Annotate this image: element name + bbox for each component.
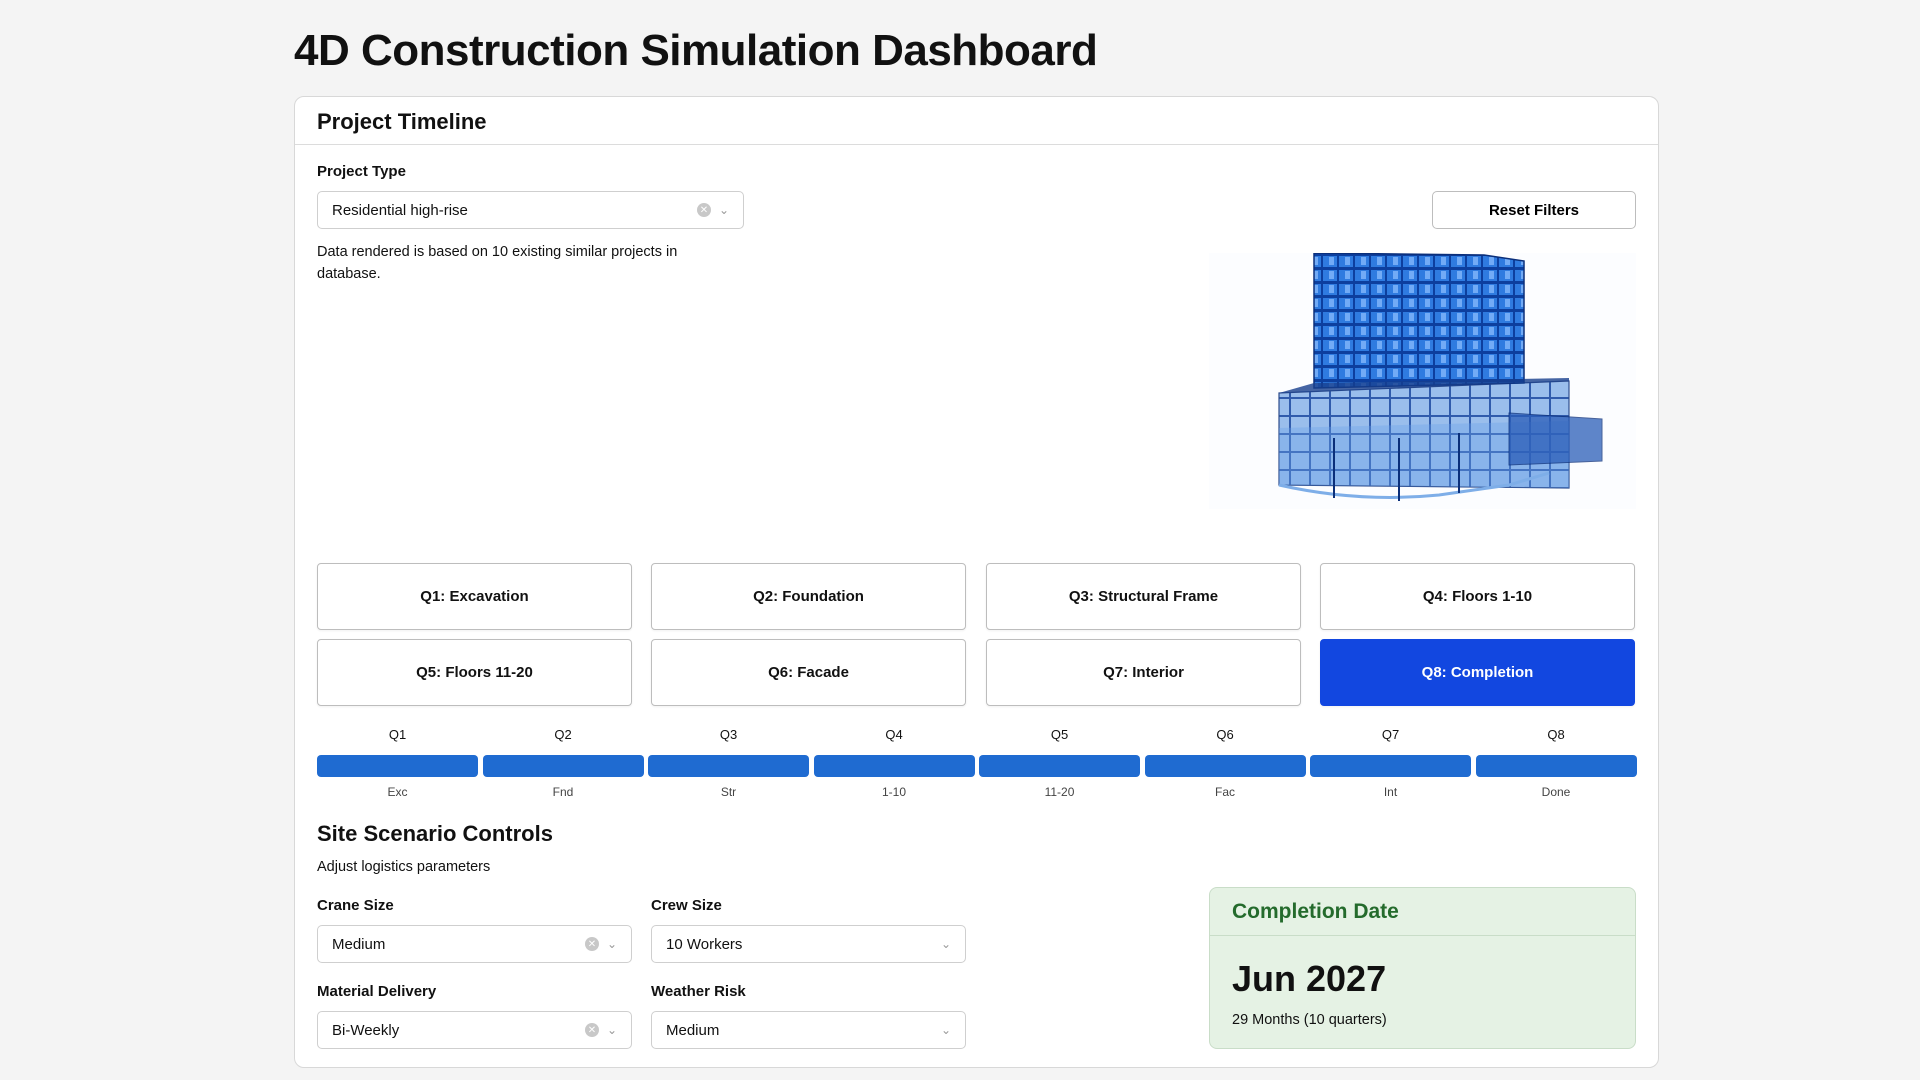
data-note: Data rendered is based on 10 existing si… — [317, 244, 678, 282]
quarter-bar[interactable] — [1144, 755, 1306, 777]
crane-size-value: Medium — [332, 935, 386, 953]
phase-button-q2[interactable]: Q2: Foundation — [651, 563, 966, 630]
weather-risk-value: Medium — [666, 1021, 720, 1039]
quarter-sublabel: 11-20 — [1044, 785, 1075, 799]
card-header: Project Timeline — [295, 97, 1658, 145]
chevron-down-icon[interactable]: ⌄ — [606, 937, 617, 951]
completion-duration: 29 Months (10 quarters) — [1232, 1012, 1387, 1028]
quarter-label: Q4 — [885, 727, 903, 742]
completion-header: Completion Date — [1210, 888, 1635, 936]
chevron-down-icon[interactable]: ⌄ — [940, 1023, 951, 1037]
quarter-label: Q3 — [719, 727, 738, 742]
quarter-bar[interactable] — [1310, 755, 1471, 777]
quarter-sublabel: 1-10 — [881, 785, 907, 799]
quarter-bar[interactable] — [482, 755, 644, 777]
quarter-sublabel: Fac — [1214, 785, 1235, 799]
phase-button-q5[interactable]: Q5: Floors 11-20 — [317, 639, 632, 706]
chevron-down-icon[interactable]: ⌄ — [606, 1023, 617, 1037]
phase-button-q8[interactable]: Q8: Completion — [1320, 639, 1635, 706]
project-type-select[interactable]: Residential high-rise ✕ ⌄ — [317, 191, 744, 229]
crew-size-label: Crew Size — [651, 897, 722, 914]
completion-card: Completion Date Jun 2027 29 Months (10 q… — [1209, 887, 1636, 1049]
quarter-bar[interactable] — [648, 755, 809, 777]
quarter-bar[interactable] — [813, 755, 975, 777]
quarter-label: Q8 — [1547, 727, 1565, 742]
phase-button-q1[interactable]: Q1: Excavation — [317, 563, 632, 630]
project-type-value: Residential high-rise — [332, 201, 468, 219]
clear-icon[interactable]: ✕ — [696, 203, 711, 217]
crew-size-value: 10 Workers — [666, 935, 743, 953]
material-delivery-label: Material Delivery — [317, 983, 437, 1000]
quarter-bar[interactable] — [317, 755, 478, 777]
reset-filters-button[interactable]: Reset Filters — [1432, 191, 1636, 229]
clear-icon[interactable]: ✕ — [584, 1023, 599, 1037]
quarter-sublabel: Str — [720, 785, 737, 799]
quarter-sublabel: Done — [1541, 785, 1571, 799]
quarter-sublabel: Exc — [387, 785, 408, 799]
crane-size-label: Crane Size — [317, 897, 394, 914]
crane-size-select[interactable]: Medium ✕ ⌄ — [317, 925, 632, 963]
phase-button-q7[interactable]: Q7: Interior — [986, 639, 1301, 706]
quarter-label: Q7 — [1381, 727, 1400, 742]
completion-date: Jun 2027 — [1232, 958, 1387, 999]
clear-icon[interactable]: ✕ — [584, 937, 599, 951]
quarter-bar[interactable] — [979, 755, 1140, 777]
chevron-down-icon[interactable]: ⌄ — [940, 937, 951, 951]
weather-risk-label: Weather Risk — [651, 983, 746, 1000]
phase-button-q4[interactable]: Q4: Floors 1-10 — [1320, 563, 1635, 630]
quarter-bar[interactable] — [1475, 755, 1637, 777]
project-timeline-card: Project Timeline Project Type Residentia… — [294, 96, 1659, 1068]
weather-risk-select[interactable]: Medium ⌄ — [651, 1011, 966, 1049]
quarter-label: Q6 — [1216, 727, 1234, 742]
building-model-view[interactable] — [1209, 252, 1636, 509]
quarter-sublabel: Fnd — [552, 785, 574, 799]
chevron-down-icon[interactable]: ⌄ — [718, 203, 729, 217]
quarter-sublabel: Int — [1383, 785, 1398, 799]
scenario-subtitle: Adjust logistics parameters — [317, 859, 491, 875]
project-type-label: Project Type — [317, 163, 406, 180]
page-title: 4D Construction Simulation Dashboard — [294, 26, 1098, 75]
crew-size-select[interactable]: 10 Workers ⌄ — [651, 925, 966, 963]
quarter-label: Q1 — [388, 727, 407, 742]
building-3d-icon — [1278, 252, 1603, 501]
phase-button-q3[interactable]: Q3: Structural Frame — [986, 563, 1301, 630]
quarter-label: Q5 — [1050, 727, 1069, 742]
material-delivery-value: Bi-Weekly — [332, 1021, 400, 1039]
scenario-title: Site Scenario Controls — [317, 821, 553, 846]
quarter-label: Q2 — [554, 727, 572, 742]
phase-button-q6[interactable]: Q6: Facade — [651, 639, 966, 706]
material-delivery-select[interactable]: Bi-Weekly ✕ ⌄ — [317, 1011, 632, 1049]
